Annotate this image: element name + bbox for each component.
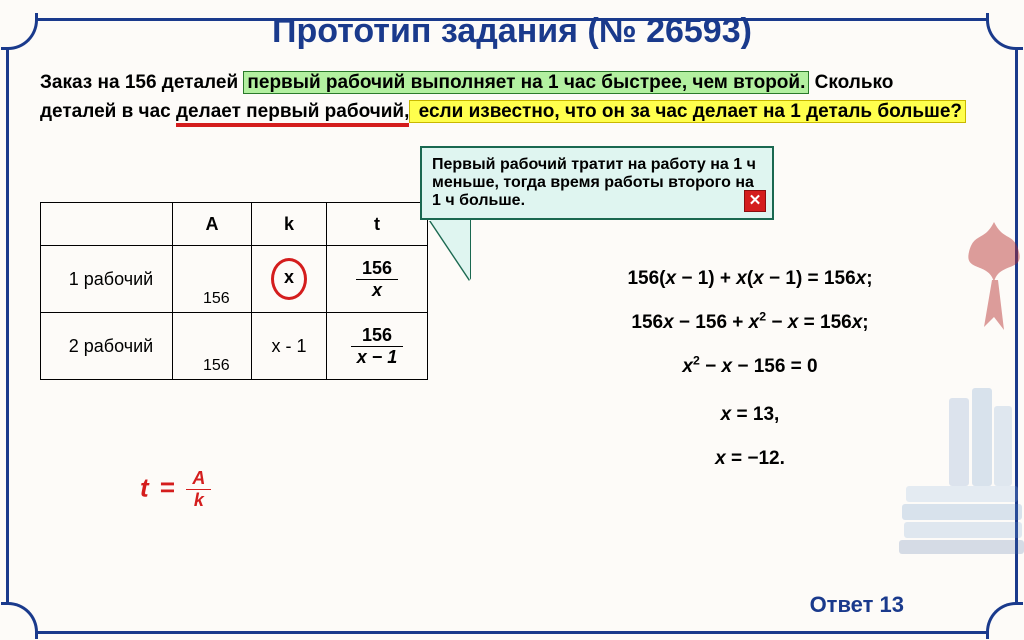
- table-header-blank: [41, 203, 173, 246]
- circled-value: x: [271, 258, 307, 300]
- formula-lhs: t: [140, 472, 149, 502]
- equation-block: 156(x − 1) + x(x − 1) = 156x; 156x − 156…: [560, 260, 940, 484]
- row-label: 1 рабочий: [41, 246, 173, 313]
- hint-callout: Первый рабочий тратит на работу на 1 ч м…: [420, 146, 774, 220]
- cell-t: 156x: [327, 246, 428, 313]
- table-row: 1 рабочий 156 x 156x: [41, 246, 428, 313]
- cell-k: x - 1: [252, 313, 327, 380]
- equation-line: 156(x − 1) + x(x − 1) = 156x;: [560, 260, 940, 298]
- table-header-k: k: [252, 203, 327, 246]
- table-row: 2 рабочий 156 x - 1 156x − 1: [41, 313, 428, 380]
- answer-text: Ответ 13: [810, 592, 904, 618]
- formula-eq: =: [160, 472, 175, 502]
- row-label: 2 рабочий: [41, 313, 173, 380]
- cell-a: 156: [173, 246, 252, 313]
- callout-tail: [430, 220, 470, 280]
- frame-corner: [1, 13, 38, 50]
- frame-corner: [986, 13, 1023, 50]
- equation-line: x = 13,: [560, 396, 940, 434]
- cell-t: 156x − 1: [327, 313, 428, 380]
- hint-text: Первый рабочий тратит на работу на 1 ч м…: [432, 156, 756, 209]
- close-icon[interactable]: ✕: [744, 190, 766, 212]
- formula: t = Ak: [140, 468, 211, 511]
- cell-a: 156: [173, 313, 252, 380]
- equation-line: x = −12.: [560, 440, 940, 478]
- equation-line: x2 − x − 156 = 0: [560, 348, 940, 386]
- frame-corner: [986, 602, 1023, 639]
- frame-corner: [1, 602, 38, 639]
- table-header-t: t: [327, 203, 428, 246]
- cell-k: x: [252, 246, 327, 313]
- table-header-a: A: [173, 203, 252, 246]
- equation-line: 156x − 156 + x2 − x = 156x;: [560, 304, 940, 342]
- work-table: A k t 1 рабочий 156 x 156x 2 рабочий 156…: [40, 202, 428, 380]
